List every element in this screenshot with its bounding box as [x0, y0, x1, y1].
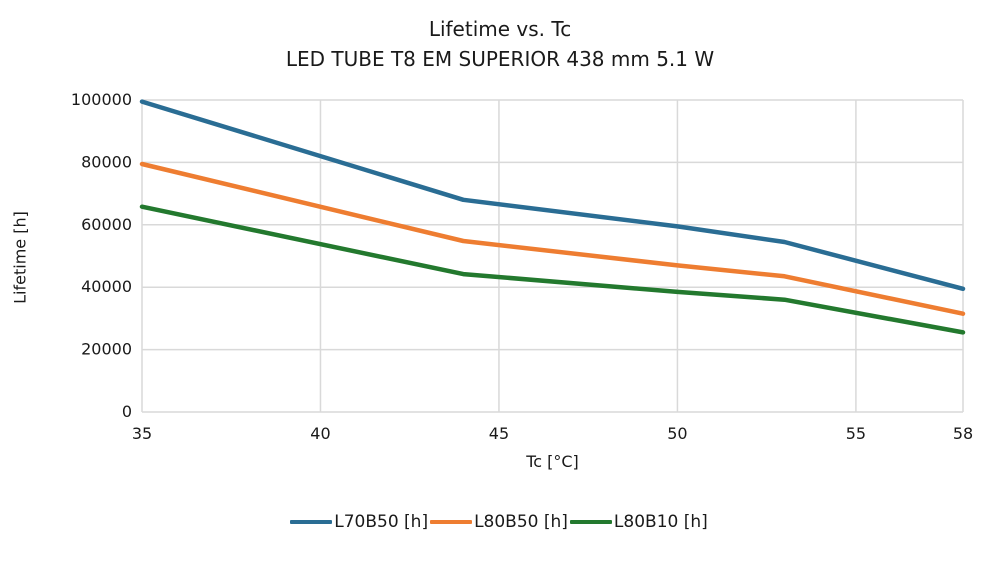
series-line-0 [139, 99, 966, 292]
legend-label: L80B10 [h] [613, 512, 708, 532]
x-tick-label: 35 [132, 424, 152, 443]
legend-item: L70B50 [h] [290, 512, 430, 532]
legend: L70B50 [h] L80B50 [h] L80B10 [h] [0, 512, 1000, 532]
legend-swatch [569, 520, 612, 524]
legend-swatch [290, 520, 333, 524]
y-tick-label: 20000 [81, 340, 132, 359]
y-axis-label: Lifetime [h] [10, 211, 30, 304]
x-axis-label: Tc [°C] [526, 452, 579, 471]
legend-item: L80B50 [h] [430, 512, 570, 532]
x-tick-label: 45 [489, 424, 509, 443]
x-tick-label: 50 [667, 424, 687, 443]
chart-subtitle: LED TUBE T8 EM SUPERIOR 438 mm 5.1 W [285, 47, 715, 71]
x-tick-label: 55 [846, 424, 866, 443]
x-tick-label: 58 [953, 424, 973, 443]
legend-item: L80B10 [h] [569, 512, 710, 532]
x-tick-label: 40 [310, 424, 330, 443]
y-tick-label: 80000 [81, 152, 132, 171]
legend-swatch [430, 520, 473, 524]
y-tick-label: 0 [122, 402, 132, 421]
series-line-1 [139, 161, 966, 316]
y-tick-label: 60000 [81, 215, 132, 234]
series-line-2 [139, 204, 966, 335]
legend-label: L80B50 [h] [474, 512, 568, 532]
title-block: Lifetime vs. Tc LED TUBE T8 EM SUPERIOR … [0, 14, 1000, 74]
chart-title: Lifetime vs. Tc [428, 17, 572, 41]
y-tick-label: 100000 [71, 90, 132, 109]
legend-label: L70B50 [h] [334, 512, 429, 532]
y-tick-label: 40000 [81, 277, 132, 296]
